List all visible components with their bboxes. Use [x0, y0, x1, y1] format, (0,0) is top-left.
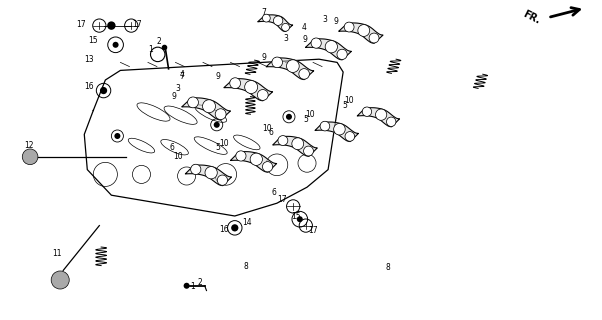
Text: 11: 11 [52, 249, 62, 258]
Text: 4: 4 [180, 70, 185, 79]
Circle shape [337, 49, 347, 60]
Circle shape [325, 41, 338, 53]
Text: 13: 13 [84, 55, 94, 64]
Text: 5: 5 [303, 115, 308, 124]
Polygon shape [315, 122, 358, 141]
Circle shape [272, 57, 282, 68]
Circle shape [217, 175, 228, 185]
Polygon shape [305, 39, 352, 60]
Circle shape [282, 23, 290, 31]
Circle shape [51, 271, 69, 289]
Circle shape [244, 81, 258, 93]
Polygon shape [266, 58, 314, 80]
Circle shape [262, 162, 273, 172]
Text: 9: 9 [172, 92, 176, 101]
Text: FR.: FR. [521, 9, 542, 26]
Circle shape [100, 87, 107, 94]
Polygon shape [231, 152, 277, 172]
Text: 3: 3 [175, 84, 180, 92]
Text: 10: 10 [219, 139, 229, 148]
Text: 6: 6 [268, 128, 273, 137]
Polygon shape [258, 15, 293, 31]
Text: 10: 10 [344, 96, 354, 105]
Text: 17: 17 [132, 20, 142, 29]
Polygon shape [273, 136, 317, 156]
Circle shape [358, 25, 370, 36]
Circle shape [386, 117, 396, 126]
Text: 4: 4 [302, 23, 306, 32]
Text: 12: 12 [24, 141, 34, 150]
Circle shape [345, 132, 355, 141]
Circle shape [230, 78, 241, 89]
Text: 6: 6 [169, 143, 174, 152]
Text: 17: 17 [277, 195, 287, 204]
Circle shape [214, 122, 220, 128]
Circle shape [114, 133, 120, 139]
Circle shape [376, 109, 386, 120]
Text: 16: 16 [84, 82, 94, 91]
Circle shape [278, 136, 288, 146]
Text: 9: 9 [216, 72, 220, 81]
Text: 8: 8 [243, 262, 248, 271]
Text: 7: 7 [261, 8, 266, 17]
Text: 2: 2 [157, 37, 161, 46]
Text: 8: 8 [386, 263, 391, 272]
Circle shape [362, 107, 371, 116]
Text: 9: 9 [303, 35, 308, 44]
Circle shape [191, 164, 201, 174]
Circle shape [303, 146, 314, 156]
Text: 15: 15 [291, 212, 301, 221]
Text: 1: 1 [148, 45, 153, 54]
Circle shape [369, 33, 379, 43]
Circle shape [334, 124, 345, 135]
Text: 3: 3 [323, 15, 327, 24]
Text: 9: 9 [334, 17, 338, 26]
Text: 10: 10 [305, 110, 315, 119]
Text: 9: 9 [261, 53, 266, 62]
Text: 2: 2 [197, 278, 202, 287]
Circle shape [286, 114, 292, 120]
Text: 10: 10 [262, 124, 272, 132]
Circle shape [311, 38, 321, 48]
Text: 10: 10 [173, 152, 183, 161]
Polygon shape [185, 165, 232, 186]
Circle shape [22, 149, 38, 164]
Text: 3: 3 [283, 34, 288, 43]
Circle shape [344, 22, 354, 32]
Circle shape [113, 42, 119, 48]
Text: 14: 14 [242, 218, 252, 227]
Polygon shape [357, 108, 400, 127]
Circle shape [292, 138, 303, 150]
Polygon shape [182, 98, 231, 120]
Text: 1: 1 [190, 282, 195, 291]
Text: 17: 17 [308, 226, 318, 235]
Circle shape [287, 60, 299, 72]
Polygon shape [224, 79, 273, 101]
Text: 16: 16 [219, 225, 229, 234]
Circle shape [231, 224, 238, 231]
Circle shape [188, 97, 199, 108]
Text: 5: 5 [342, 101, 347, 110]
Circle shape [250, 153, 262, 165]
Text: 15: 15 [88, 36, 98, 44]
Circle shape [202, 100, 216, 113]
Text: 6: 6 [272, 188, 276, 196]
Circle shape [273, 16, 283, 25]
Text: 17: 17 [76, 20, 86, 29]
Circle shape [320, 121, 330, 131]
Circle shape [184, 283, 190, 289]
Circle shape [297, 216, 303, 222]
Text: 7: 7 [179, 72, 184, 81]
Circle shape [262, 14, 270, 22]
Circle shape [107, 21, 116, 30]
Circle shape [258, 90, 268, 100]
Circle shape [216, 109, 226, 120]
Circle shape [236, 151, 246, 161]
Circle shape [299, 68, 309, 79]
Circle shape [205, 167, 217, 179]
Polygon shape [339, 23, 383, 43]
Text: 5: 5 [216, 143, 220, 152]
